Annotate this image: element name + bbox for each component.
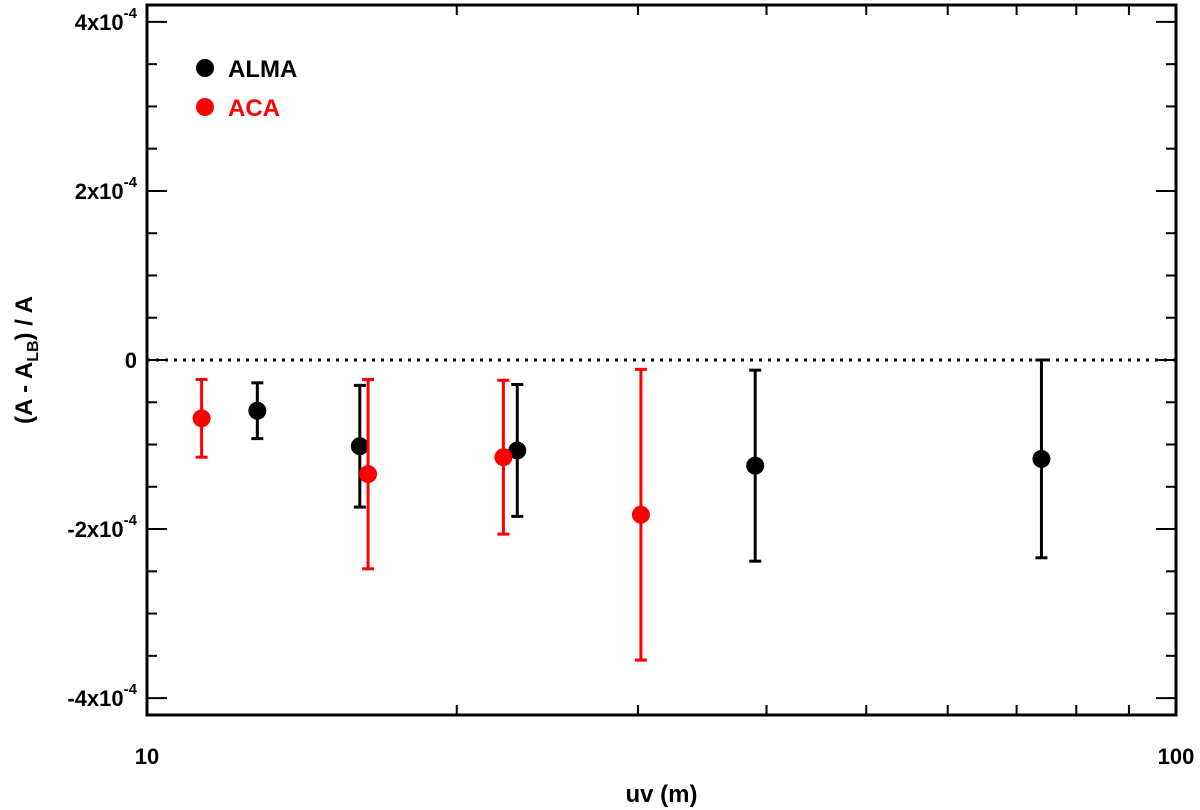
x-axis-title: uv (m) bbox=[626, 781, 698, 808]
y-tick-label-exponent: -4 bbox=[124, 681, 138, 698]
y-tick-label: 2x10-4 bbox=[75, 174, 138, 204]
data-marks bbox=[192, 358, 1051, 662]
y-tick-label: -2x10-4 bbox=[67, 512, 137, 542]
data-point-aca bbox=[631, 505, 650, 524]
data-point-alma bbox=[248, 401, 267, 420]
y-tick-label-base: -2x10 bbox=[67, 517, 123, 542]
data-point-alma bbox=[350, 437, 369, 456]
y-tick-label: -4x10-4 bbox=[67, 681, 137, 711]
x-tick-label: 10 bbox=[135, 744, 159, 769]
y-tick-label-exponent: -4 bbox=[124, 512, 138, 529]
y-tick-label-base: 0 bbox=[125, 348, 137, 373]
y-axis-title-main: (A - A bbox=[11, 362, 38, 424]
y-tick-label: 0 bbox=[125, 348, 137, 373]
legend-marker-aca bbox=[196, 98, 214, 116]
y-tick-label: 4x10-4 bbox=[75, 5, 138, 35]
y-tick-label-base: -4x10 bbox=[67, 686, 123, 711]
y-axis-title: (A - ALB) / A bbox=[11, 296, 42, 424]
y-tick-label-base: 2x10 bbox=[75, 179, 124, 204]
data-point-aca bbox=[359, 465, 378, 484]
data-point-alma bbox=[1032, 449, 1051, 468]
legend: ALMA ACA bbox=[196, 56, 297, 122]
y-tick-label-exponent: -4 bbox=[124, 5, 138, 22]
legend-label-alma: ALMA bbox=[228, 56, 297, 83]
data-point-aca bbox=[192, 409, 211, 428]
y-tick-label-base: 4x10 bbox=[75, 10, 124, 35]
data-point-aca bbox=[494, 448, 513, 467]
y-axis-title-tail: ) / A bbox=[11, 296, 38, 340]
legend-marker-alma bbox=[196, 59, 214, 77]
data-point-alma bbox=[746, 456, 765, 475]
data-point-alma bbox=[508, 441, 527, 460]
legend-label-aca: ACA bbox=[228, 95, 280, 122]
y-tick-label-exponent: -4 bbox=[124, 174, 138, 191]
plot-frame bbox=[145, 3, 1178, 717]
x-tick-label: 100 bbox=[1158, 744, 1195, 769]
y-axis-title-subscript: LB bbox=[25, 340, 42, 361]
